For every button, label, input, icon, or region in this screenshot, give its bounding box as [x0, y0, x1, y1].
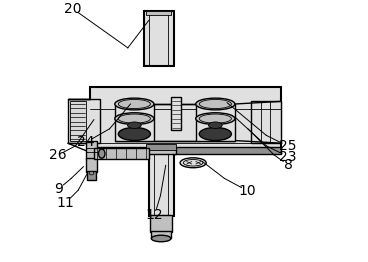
Bar: [70, 101, 85, 141]
Bar: [146, 147, 176, 154]
Ellipse shape: [196, 113, 235, 124]
Text: 12: 12: [146, 208, 163, 222]
Ellipse shape: [115, 98, 154, 110]
Bar: [86, 140, 96, 159]
Text: 9: 9: [54, 182, 63, 196]
Text: 25: 25: [279, 139, 297, 153]
Ellipse shape: [115, 113, 154, 124]
Ellipse shape: [128, 122, 141, 128]
Ellipse shape: [89, 172, 94, 175]
Bar: [87, 171, 96, 180]
Bar: [146, 11, 171, 15]
Ellipse shape: [196, 98, 235, 110]
Bar: [146, 144, 176, 150]
Ellipse shape: [180, 158, 206, 168]
Bar: [144, 11, 174, 66]
Bar: [94, 148, 149, 159]
Bar: [150, 215, 172, 232]
Text: 23: 23: [279, 150, 297, 163]
Text: 24: 24: [77, 135, 94, 150]
Text: 8: 8: [284, 158, 293, 172]
Text: 20: 20: [64, 2, 82, 16]
Ellipse shape: [209, 122, 222, 128]
Bar: [151, 231, 171, 238]
Bar: [171, 97, 181, 130]
Ellipse shape: [151, 235, 171, 242]
Ellipse shape: [199, 127, 231, 140]
Bar: [149, 150, 174, 216]
Bar: [115, 104, 154, 140]
Bar: [90, 87, 281, 152]
Bar: [251, 101, 281, 143]
Bar: [196, 104, 235, 140]
Bar: [68, 99, 100, 143]
Ellipse shape: [118, 127, 151, 140]
Ellipse shape: [99, 149, 105, 158]
Bar: [86, 157, 97, 172]
Bar: [91, 147, 281, 154]
Text: 10: 10: [238, 184, 256, 198]
Text: 11: 11: [57, 196, 75, 210]
Text: 26: 26: [49, 148, 66, 162]
